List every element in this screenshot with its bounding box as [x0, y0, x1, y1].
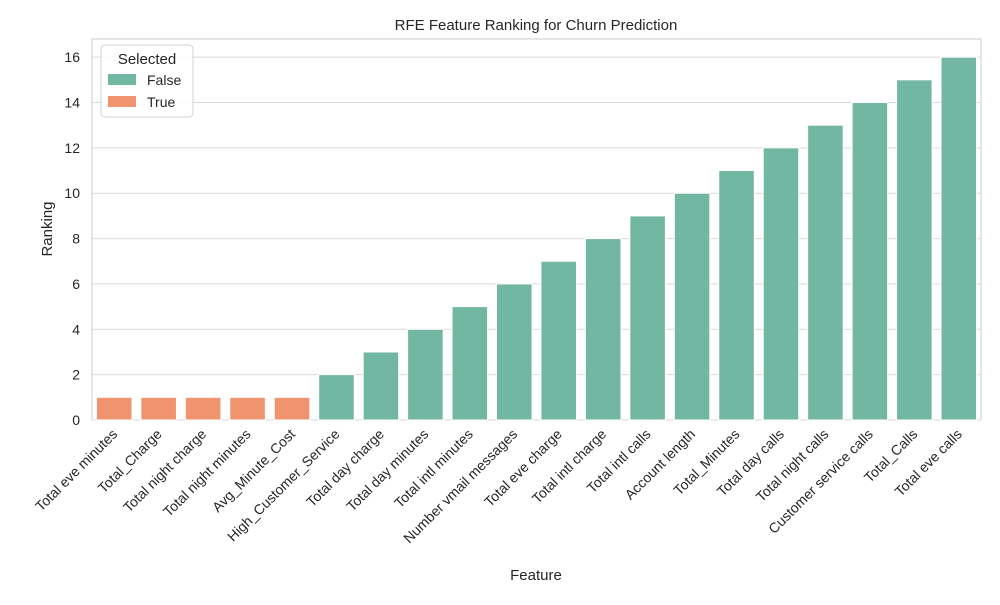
legend-swatch-false — [108, 74, 136, 85]
legend-swatch-true — [108, 96, 136, 107]
bar — [718, 170, 755, 421]
bar — [807, 124, 844, 421]
bar — [229, 396, 266, 421]
y-tick-label: 0 — [72, 412, 80, 428]
bar — [673, 192, 711, 421]
legend-title: Selected — [118, 51, 176, 68]
x-tick-label: Avg_Minute_Cost — [209, 426, 298, 515]
x-tick-label: Total eve minutes — [32, 426, 120, 514]
x-tick-label: Total eve charge — [481, 426, 565, 510]
bar — [495, 283, 533, 421]
y-axis-label: Ranking — [39, 201, 56, 256]
bar — [95, 396, 133, 421]
x-tick-label: Total day minutes — [343, 426, 431, 514]
bar — [407, 328, 444, 421]
bar — [451, 306, 489, 421]
y-tick-label: 2 — [72, 367, 80, 383]
y-tick-label: 16 — [64, 49, 80, 65]
x-tick-label: Total intl minutes — [391, 426, 476, 511]
legend-label-true: True — [147, 94, 175, 110]
y-tick-label: 12 — [64, 140, 80, 156]
bar — [940, 56, 978, 421]
x-axis-label: Feature — [510, 567, 562, 584]
x-tick-label: Total night charge — [120, 426, 210, 516]
bar — [362, 351, 400, 421]
y-tick-label: 4 — [72, 321, 80, 337]
x-tick-label: Total day charge — [303, 426, 387, 510]
bar — [896, 79, 933, 421]
bar — [629, 215, 666, 421]
bar — [762, 147, 800, 421]
y-tick-label: 8 — [72, 231, 80, 247]
y-tick-label: 14 — [64, 95, 80, 111]
bar — [540, 260, 578, 421]
plot-area — [91, 38, 982, 421]
legend-label-false: False — [147, 72, 181, 88]
y-tick-label: 6 — [72, 276, 80, 292]
bar — [184, 396, 222, 421]
bar — [851, 102, 889, 421]
legend: Selected False True — [100, 44, 194, 118]
y-tick-labels: 0 2 4 6 8 10 12 14 16 — [64, 49, 80, 428]
bars — [95, 56, 978, 421]
bar — [140, 396, 177, 421]
grid-lines — [92, 56, 981, 421]
y-tick-label: 10 — [64, 185, 80, 201]
chart-title: RFE Feature Ranking for Churn Prediction — [395, 17, 678, 34]
bar — [584, 238, 622, 421]
bar — [318, 374, 355, 421]
bar — [273, 396, 311, 421]
